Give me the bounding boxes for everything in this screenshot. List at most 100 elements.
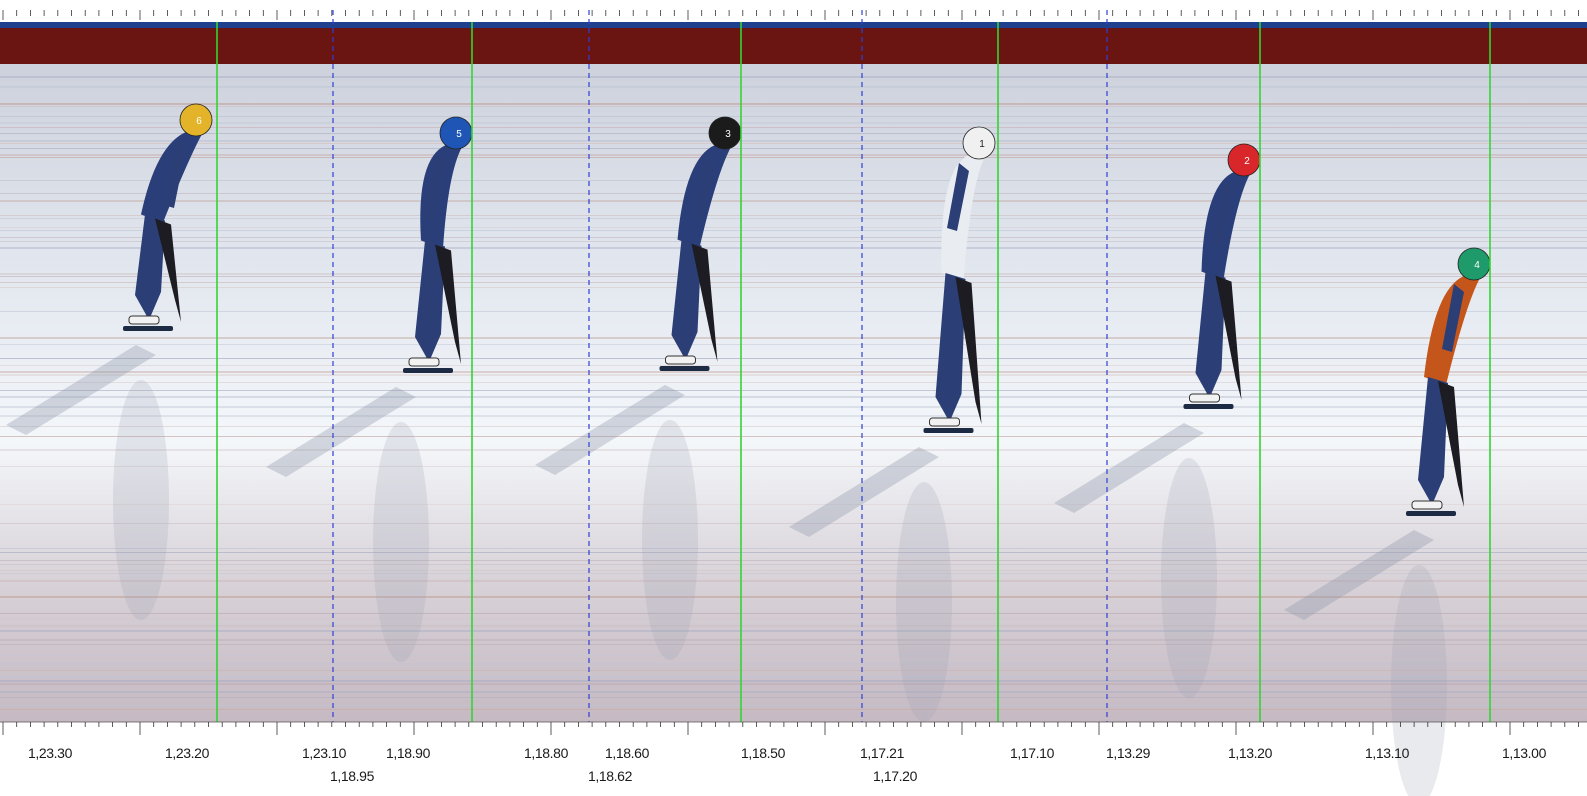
time-label: 1,13.29 [1106, 745, 1150, 761]
skater-leg-rear [155, 218, 181, 322]
ice-streak [0, 570, 1587, 571]
ice-streak [0, 103, 1587, 105]
skate-boot [128, 315, 160, 325]
skater-arm [693, 153, 715, 221]
time-label: 1,18.95 [330, 768, 374, 784]
ice-streak [0, 709, 1587, 710]
time-label: 1,18.50 [741, 745, 785, 761]
skate-boot [1411, 500, 1443, 510]
ice-streak [0, 287, 1587, 288]
ice-streak [0, 560, 1587, 561]
ice-streak [0, 247, 1587, 249]
ice-streak [0, 344, 1587, 345]
skater-arm [164, 140, 186, 208]
ice-streak [0, 564, 1587, 565]
ice-streak [0, 523, 1587, 524]
ice-streak [0, 311, 1587, 312]
ice-streak [0, 230, 1587, 231]
skate-boot [1189, 393, 1220, 403]
time-label: 1,17.20 [873, 768, 917, 784]
skater-legs [135, 214, 165, 320]
ice-streak [0, 426, 1587, 427]
ice-streak [0, 697, 1587, 698]
time-label: 1,18.62 [588, 768, 632, 784]
skater-leg-rear [1215, 275, 1242, 400]
ice-streak [0, 655, 1587, 656]
time-label: 1,23.10 [302, 745, 346, 761]
skater-leg-rear [691, 243, 718, 362]
helmet-number: 4 [1474, 260, 1480, 271]
skater-arm [947, 163, 969, 231]
helmet-number: 1 [979, 139, 985, 150]
skater-torso [420, 145, 462, 249]
skater-legs [1195, 271, 1226, 398]
time-label: 1,18.90 [386, 745, 430, 761]
ice-streak [0, 718, 1587, 719]
ice-streak [0, 133, 1587, 134]
ice-streak [0, 241, 1587, 242]
time-label: 1,23.20 [165, 745, 209, 761]
skater-legs [1418, 376, 1448, 505]
skate-boot [665, 355, 696, 365]
ice-streak [0, 116, 1587, 117]
ice-streak [0, 218, 1587, 219]
skater-leg-rear [435, 244, 461, 364]
ice-streak [0, 180, 1587, 181]
time-label: 1,18.60 [605, 745, 649, 761]
skate-blade [403, 368, 453, 373]
skater-reflection [896, 482, 952, 722]
skate-boot [929, 417, 960, 427]
skater-shadow [1284, 530, 1434, 620]
skater-arm [424, 153, 446, 221]
ice-streak [0, 374, 1587, 376]
ice-streak [0, 76, 1587, 78]
ice-streak [0, 705, 1587, 706]
skate-blade [923, 428, 974, 433]
time-label: 1,13.00 [1502, 745, 1546, 761]
skater-legs [415, 240, 445, 362]
time-label: 1,23.30 [28, 745, 72, 761]
ice-streak [0, 382, 1587, 383]
skater-leg-rear [1438, 380, 1464, 507]
skate-blade [1406, 511, 1456, 516]
ice-streak [0, 396, 1587, 398]
ice-streak [0, 573, 1587, 574]
skate-blade [659, 366, 710, 371]
skater-legs [935, 273, 966, 422]
ice-streak [0, 676, 1587, 678]
ice-streak [0, 200, 1587, 202]
helmet [179, 103, 213, 137]
ice-streak [0, 215, 1587, 216]
ice-surface [0, 22, 1587, 722]
ice-streak [0, 580, 1587, 582]
ice-streak [0, 143, 1587, 144]
time-label: 1,13.10 [1365, 745, 1409, 761]
skater-shadow [266, 387, 416, 477]
helmet-number: 5 [456, 129, 462, 140]
helmet [962, 126, 996, 160]
ice-streak [0, 618, 1587, 619]
ice-streak [0, 237, 1587, 238]
skater-shadow [1054, 423, 1204, 513]
skater-arm [1442, 284, 1464, 352]
ice-streak [0, 157, 1587, 158]
skate-blade [123, 326, 173, 331]
skater-shadow [535, 385, 685, 475]
ice-streak [0, 390, 1587, 391]
skater-2: 2 [1183, 143, 1261, 409]
ice-streak [0, 282, 1587, 283]
ice-streak [0, 670, 1587, 671]
top-band-red [0, 28, 1587, 64]
skater-shadow [789, 447, 939, 537]
ice-streak [0, 436, 1587, 437]
ice-streak [0, 680, 1587, 682]
ice-streak [0, 122, 1587, 124]
ice-streak [0, 596, 1587, 598]
skate-boot [408, 357, 440, 367]
helmet-number: 6 [196, 116, 202, 127]
ice-streak [0, 106, 1587, 107]
skater-shadow [6, 345, 156, 435]
time-label: 1,18.80 [524, 745, 568, 761]
ice-streak [0, 193, 1587, 194]
top-band-blue [0, 22, 1587, 28]
